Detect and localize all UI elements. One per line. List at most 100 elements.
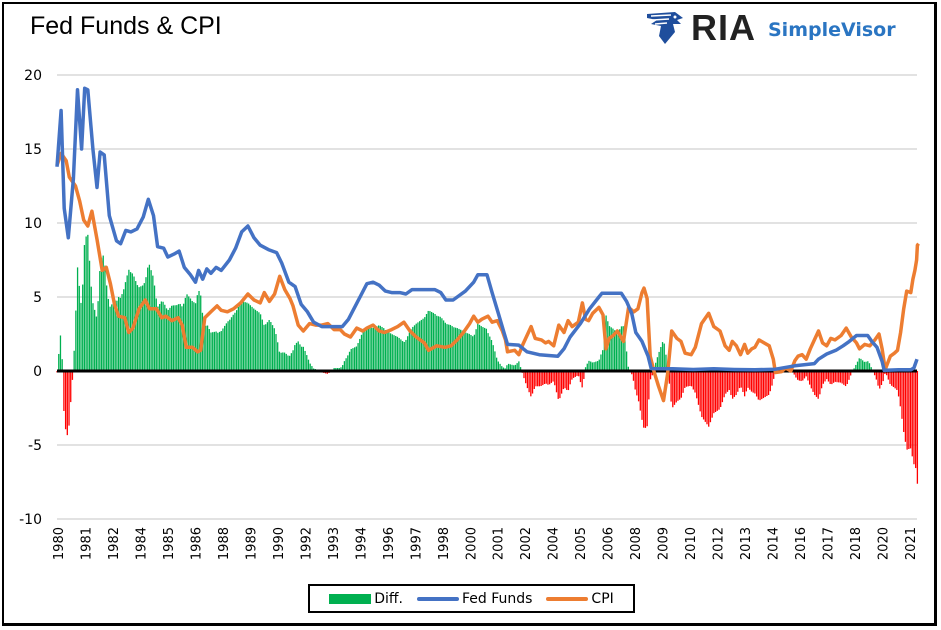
diff-bar [634, 371, 636, 390]
diff-bar [839, 371, 842, 383]
diff-bar [519, 367, 522, 371]
diff-bar [584, 367, 587, 371]
diff-bar [415, 323, 417, 371]
diff-bar [509, 364, 511, 371]
diff-bar [186, 294, 188, 371]
diff-bar [720, 371, 722, 408]
diff-bar [136, 285, 139, 371]
diff-bar [838, 371, 840, 383]
diff-bar [90, 286, 92, 371]
diff-bar [430, 311, 433, 371]
diff-bar [531, 371, 534, 394]
y-tick-label: -5 [28, 438, 42, 454]
diff-bar [603, 334, 606, 371]
legend-label-diff: Diff. [374, 590, 403, 607]
diff-bar [76, 267, 79, 371]
diff-bar [434, 313, 436, 371]
legend-item-diff: Diff. [329, 591, 403, 607]
diff-bar [903, 371, 905, 432]
legend-swatch-cpi [546, 596, 589, 601]
legend-item-fed-funds: Fed Funds [416, 591, 532, 607]
diff-bar [716, 371, 718, 411]
diff-bar [499, 363, 501, 371]
diff-bar [882, 371, 884, 382]
diff-bar [598, 359, 600, 371]
diff-bar [283, 352, 286, 371]
diff-bar [200, 295, 202, 371]
diff-bar [97, 301, 99, 371]
diff-bar [128, 269, 130, 371]
diff-bar [102, 255, 104, 371]
diff-bar [160, 301, 163, 371]
diff-bar [470, 334, 472, 371]
diff-bar [453, 327, 455, 371]
diff-bar [247, 303, 250, 371]
diff-bar [656, 357, 659, 371]
diff-bar [251, 306, 253, 371]
diff-bar [198, 290, 200, 371]
diff-bar [369, 327, 371, 371]
diff-bar [624, 337, 626, 371]
diff-bar [106, 285, 108, 371]
diff-bar [894, 371, 896, 389]
diff-bar [371, 327, 373, 371]
diff-bar [147, 267, 149, 371]
diff-bar [525, 371, 527, 384]
diff-bar [513, 365, 515, 371]
diff-bar [235, 310, 238, 371]
logo-brand-text: RIA [691, 7, 756, 48]
diff-bar [141, 285, 144, 371]
diff-bar [193, 302, 195, 371]
x-tick-label: 2004 [547, 527, 562, 560]
diff-bar [253, 308, 255, 371]
diff-bar [552, 371, 554, 382]
diff-bar [891, 371, 893, 386]
diff-bar [689, 371, 691, 387]
diff-bar [194, 303, 197, 371]
diff-bar [892, 371, 895, 387]
diff-bar [458, 328, 460, 371]
diff-bar [495, 357, 498, 371]
diff-bar [304, 350, 306, 371]
diff-bar [846, 371, 848, 385]
diff-bar [641, 371, 643, 420]
diff-bar [752, 371, 754, 393]
diff-bar [167, 309, 169, 371]
diff-bar [391, 334, 393, 371]
diff-bar [456, 328, 458, 371]
diff-bar [747, 371, 749, 388]
diff-bar [135, 281, 137, 371]
diff-bar [218, 331, 221, 371]
diff-bar [557, 371, 559, 399]
diff-bar [506, 365, 508, 371]
x-tick-label: 2002 [519, 527, 534, 560]
diff-bar [263, 324, 265, 371]
diff-bar [246, 302, 248, 371]
diff-bar [829, 371, 831, 384]
diff-bar [59, 335, 62, 371]
diff-bar [451, 326, 453, 371]
y-tick-label: 20 [24, 68, 42, 84]
diff-bar [507, 363, 510, 371]
diff-bar [620, 326, 623, 371]
diff-bar [761, 371, 763, 400]
x-tick-label: 1990 [272, 527, 287, 560]
diff-bar [579, 371, 582, 383]
diff-bar [550, 371, 553, 383]
diff-bar [586, 363, 588, 371]
diff-bar [757, 371, 759, 400]
diff-bar [241, 301, 243, 371]
diff-bar [268, 320, 270, 371]
diff-bar [704, 371, 706, 422]
diff-bar [814, 371, 816, 396]
diff-bar [460, 329, 462, 371]
diff-bar [454, 327, 457, 371]
diff-bar [870, 367, 872, 371]
diff-bar [502, 367, 505, 371]
x-tick-label: 1984 [135, 527, 150, 560]
diff-bar [668, 371, 671, 384]
x-tick-label: 2020 [877, 527, 892, 560]
diff-bar [639, 371, 641, 411]
diff-bar [383, 328, 385, 371]
